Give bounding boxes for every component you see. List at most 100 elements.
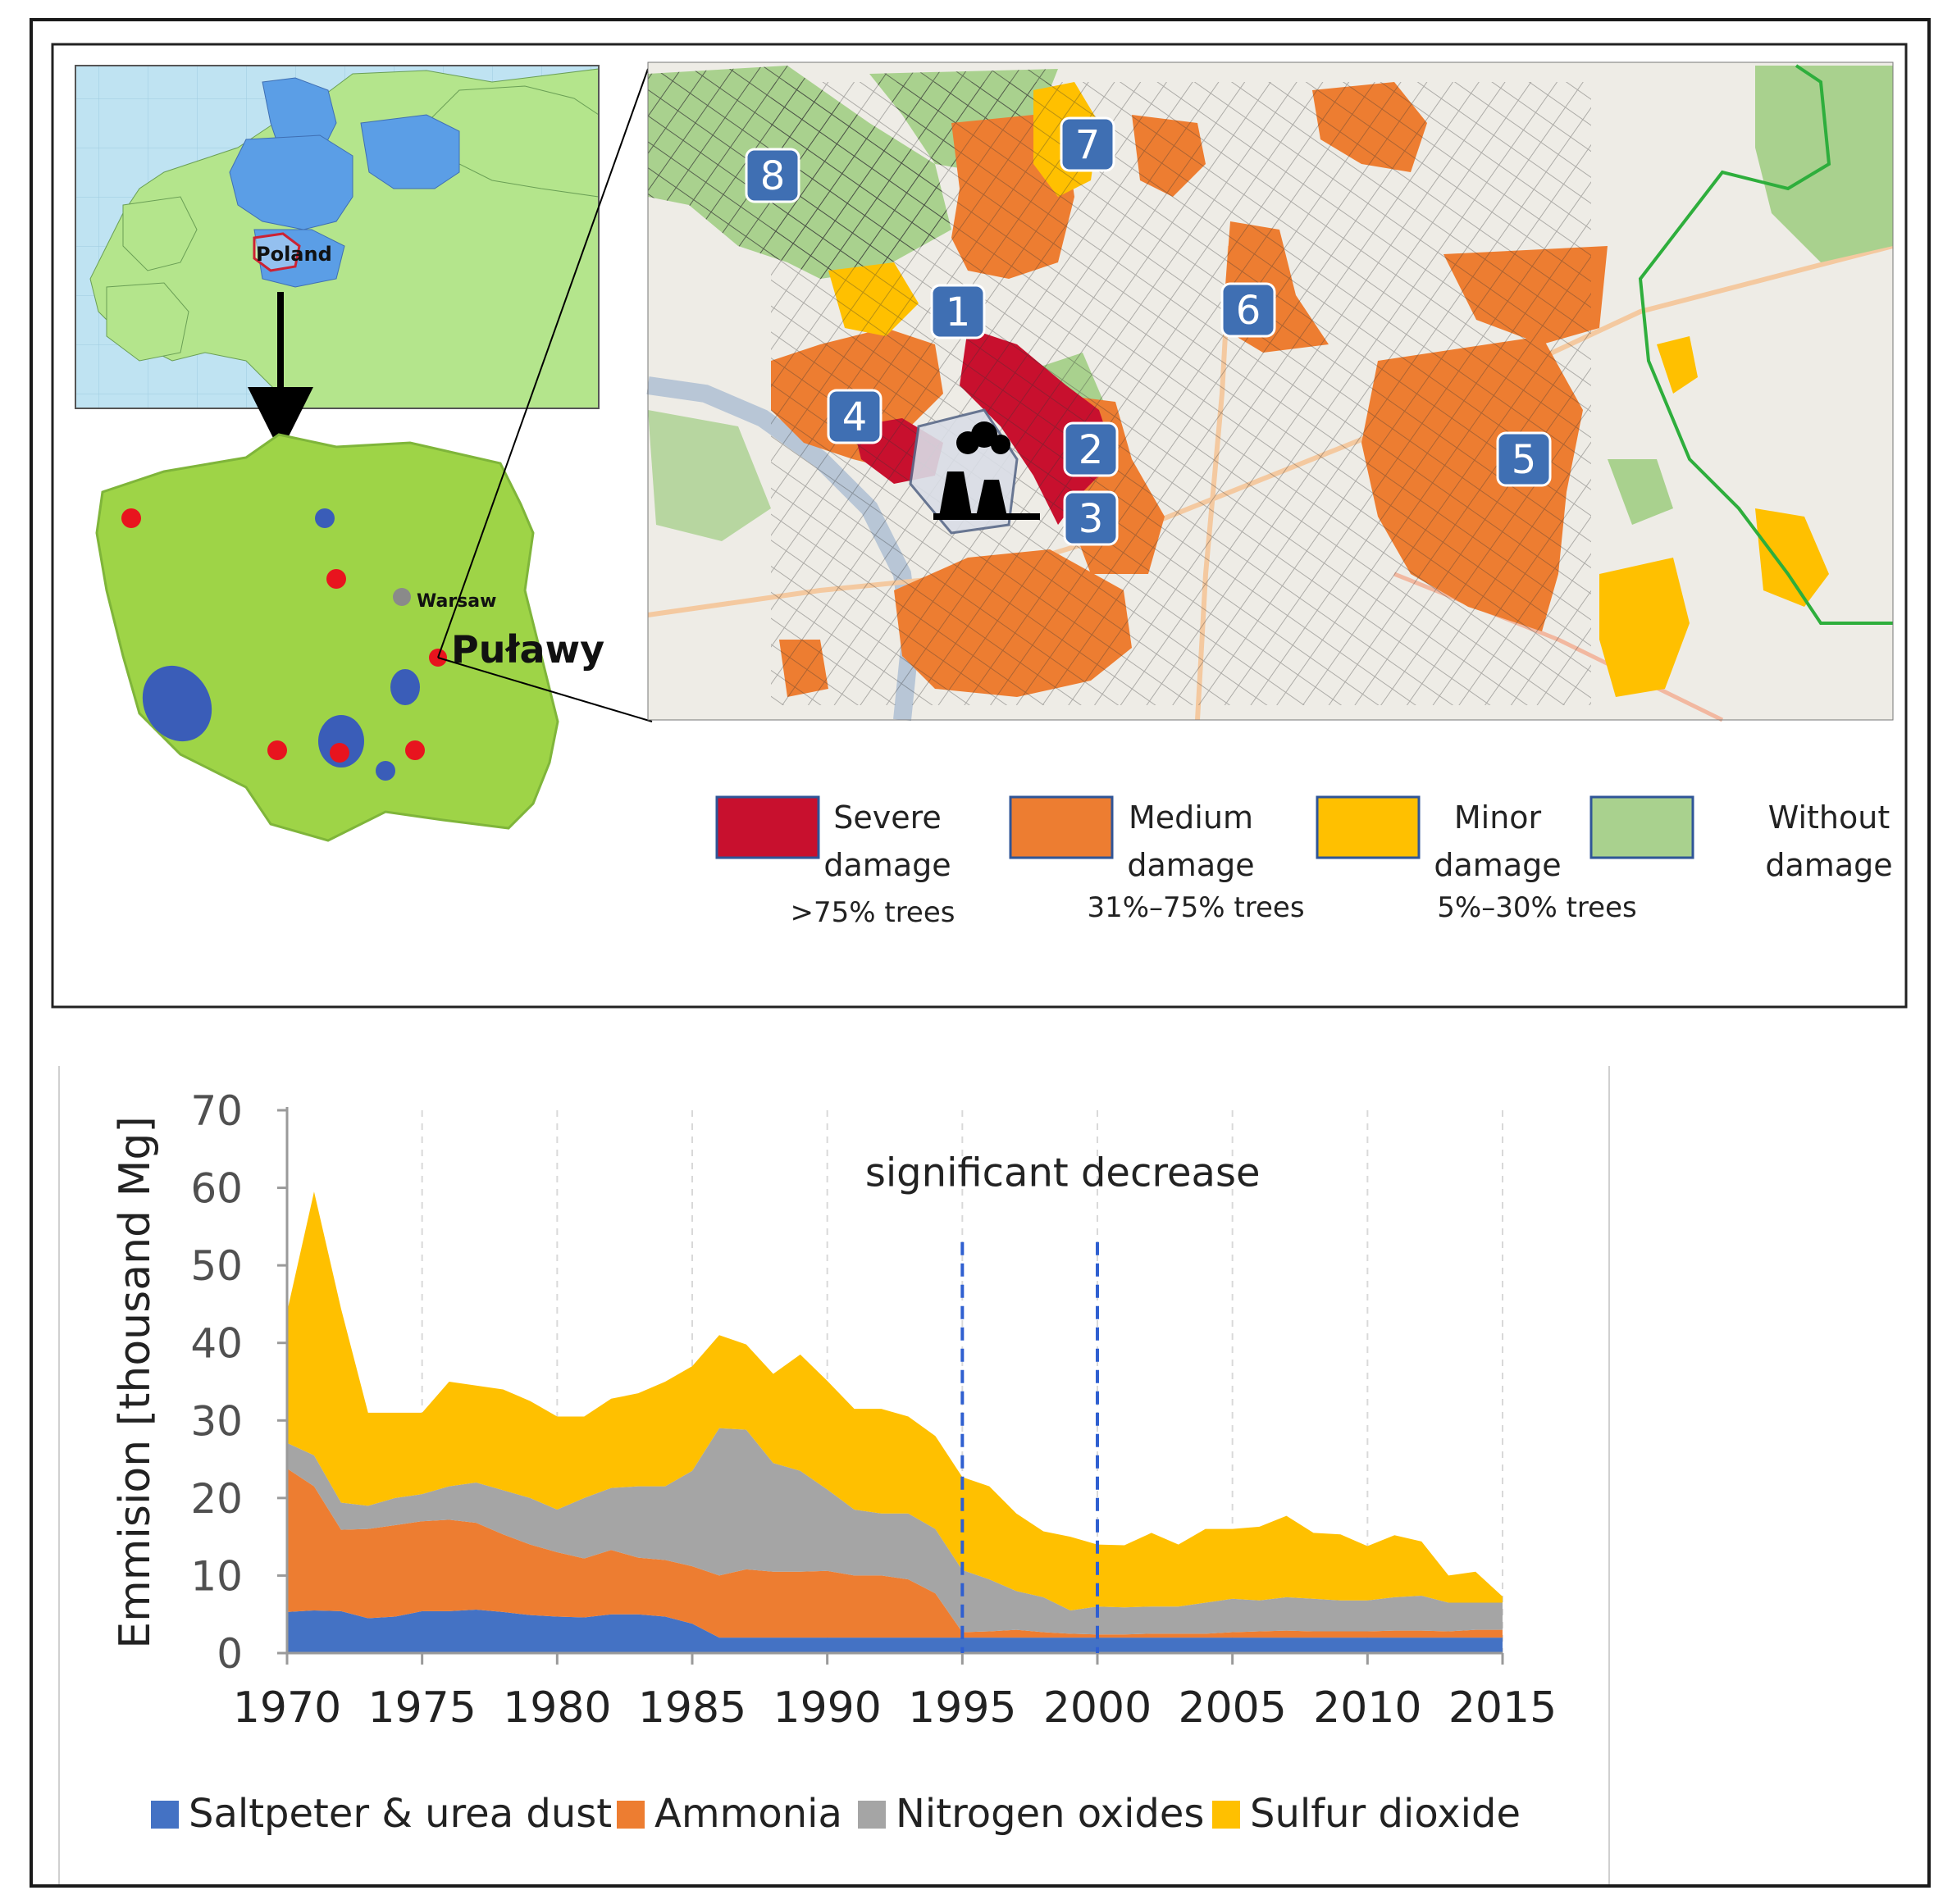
zone-badge-5: 5	[1496, 431, 1552, 487]
chart-legend-swatch	[617, 1801, 645, 1829]
outer-frame	[30, 18, 1931, 1888]
area-series-nitrogen-oxides	[287, 1428, 1503, 1635]
zoom-line	[437, 68, 649, 658]
zone-number: 8	[760, 153, 786, 199]
zone-number: 7	[1075, 122, 1101, 168]
area-series-saltpeter-urea-dust	[287, 1610, 1503, 1653]
chart-legend-swatch	[858, 1801, 886, 1829]
legend-label: damage	[1434, 847, 1561, 883]
legend-label: Without	[1768, 799, 1890, 836]
chart-annotation: significant decrease	[865, 1150, 1261, 1653]
legend-item-medium: Medium damage 31%–75% trees	[1009, 795, 1305, 924]
zone-badge-7: 7	[1060, 116, 1115, 172]
chart-legend-label: Nitrogen oxides	[896, 1791, 1204, 1837]
zone-badge-8: 8	[745, 148, 800, 203]
y-tick-label: 0	[217, 1630, 243, 1678]
legend-label: Severe	[833, 799, 942, 836]
region-blue-ellipse-south	[318, 715, 364, 768]
factory-icon	[933, 421, 1040, 520]
warsaw-label: Warsaw	[417, 591, 496, 612]
x-tick-label: 2005	[1178, 1683, 1286, 1733]
legend-swatch	[715, 795, 820, 859]
red-site-dot	[267, 740, 287, 760]
chart-legend-item: Sulfur dioxide	[1212, 1791, 1521, 1837]
chart-axes: 0 10 20 30 40 50 60 70 1970 1975 1980 1985 1990 1995 2…	[111, 1087, 1557, 1733]
y-tick-label: 20	[190, 1475, 243, 1523]
blue-site-dot	[315, 508, 335, 528]
legend-range: 5%–30% trees	[1437, 891, 1636, 924]
legend-item-severe: Severe damage >75% trees	[715, 795, 955, 929]
zone-badges: 1 2 3 4 5 6 7 8	[745, 116, 1552, 546]
chart-legend-item: Nitrogen oxides	[858, 1791, 1204, 1837]
emission-chart: 0 10 20 30 40 50 60 70 1970 1975 1980 1985 1990 1995 2…	[111, 1087, 1557, 1837]
y-tick-label: 30	[190, 1397, 243, 1445]
region-blue-ellipse-west	[142, 665, 212, 742]
legend-label: Medium	[1129, 799, 1253, 836]
europe-poland-label: Poland	[256, 243, 332, 266]
blue-site-dot	[376, 761, 395, 781]
legend-label: damage	[823, 847, 951, 883]
damage-legend: Severe damage >75% trees Medium damage 31%–75…	[715, 795, 1893, 929]
zone-number: 3	[1079, 496, 1104, 542]
chart-legend: Saltpeter & urea dust Ammonia Nitrogen oxi…	[151, 1791, 1521, 1837]
area-series-ammonia	[287, 1468, 1503, 1638]
zone-badge-1: 1	[930, 284, 986, 339]
x-tick-label: 1975	[367, 1683, 476, 1733]
legend-range: >75% trees	[791, 896, 955, 929]
x-tick-label: 1990	[773, 1683, 881, 1733]
legend-label: damage	[1127, 847, 1254, 883]
legend-label: damage	[1765, 847, 1892, 883]
x-tick-label: 2010	[1313, 1683, 1421, 1733]
poland-map	[95, 433, 559, 842]
legend-range: 31%–75% trees	[1087, 891, 1304, 924]
zone-number: 6	[1236, 288, 1261, 334]
chart-areas	[287, 1191, 1503, 1653]
red-site-dot	[121, 508, 141, 528]
zone-number: 2	[1079, 427, 1104, 473]
chart-legend-item: Saltpeter & urea dust	[151, 1791, 612, 1837]
y-tick-label: 40	[190, 1320, 243, 1368]
europe-inset-map: Poland	[75, 65, 600, 409]
red-site-dot	[405, 740, 425, 760]
chart-legend-label: Saltpeter & urea dust	[189, 1791, 612, 1837]
zone-badge-2: 2	[1063, 421, 1119, 477]
legend-swatch	[1316, 795, 1421, 859]
red-site-dot	[326, 569, 346, 589]
x-tick-label: 2000	[1043, 1683, 1152, 1733]
zoom-line	[437, 657, 653, 722]
chart-legend-swatch	[1212, 1801, 1240, 1829]
legend-item-minor: Minor damage 5%–30% trees	[1316, 795, 1637, 924]
y-axis-title: Emmision [thousand Mg]	[111, 1116, 160, 1648]
warsaw-dot	[393, 588, 411, 606]
chart-legend-swatch	[151, 1801, 179, 1829]
y-tick-label: 60	[190, 1165, 243, 1213]
legend-label: Minor	[1454, 799, 1542, 836]
chart-legend-label: Sulfur dioxide	[1250, 1791, 1521, 1837]
annotation-label: significant decrease	[865, 1150, 1261, 1196]
y-tick-label: 50	[190, 1242, 243, 1290]
x-tick-label: 1970	[233, 1683, 341, 1733]
zone-number: 5	[1512, 437, 1537, 483]
zone-number: 4	[842, 394, 868, 440]
zone-badge-6: 6	[1220, 282, 1276, 338]
x-tick-label: 1980	[503, 1683, 611, 1733]
y-tick-label: 10	[190, 1552, 243, 1600]
region-blue-ellipse-east	[390, 669, 420, 705]
chart-legend-item: Ammonia	[617, 1791, 842, 1837]
zone-number: 1	[946, 289, 971, 335]
legend-swatch	[1009, 795, 1114, 859]
map-panel-frame	[51, 43, 1908, 1009]
red-site-dot	[330, 743, 349, 763]
pulawy-label: Puławy	[451, 627, 604, 672]
chart-legend-label: Ammonia	[654, 1791, 842, 1837]
x-tick-label: 1985	[638, 1683, 746, 1733]
zone-badge-4: 4	[827, 389, 883, 444]
legend-item-without: Without damage	[1589, 795, 1893, 883]
legend-swatch	[1589, 795, 1694, 859]
area-series-sulfur-dioxide	[287, 1191, 1503, 1610]
zone-badge-3: 3	[1063, 490, 1119, 546]
x-tick-label: 2015	[1448, 1683, 1557, 1733]
x-tick-label: 1995	[908, 1683, 1016, 1733]
y-tick-label: 70	[190, 1087, 243, 1135]
